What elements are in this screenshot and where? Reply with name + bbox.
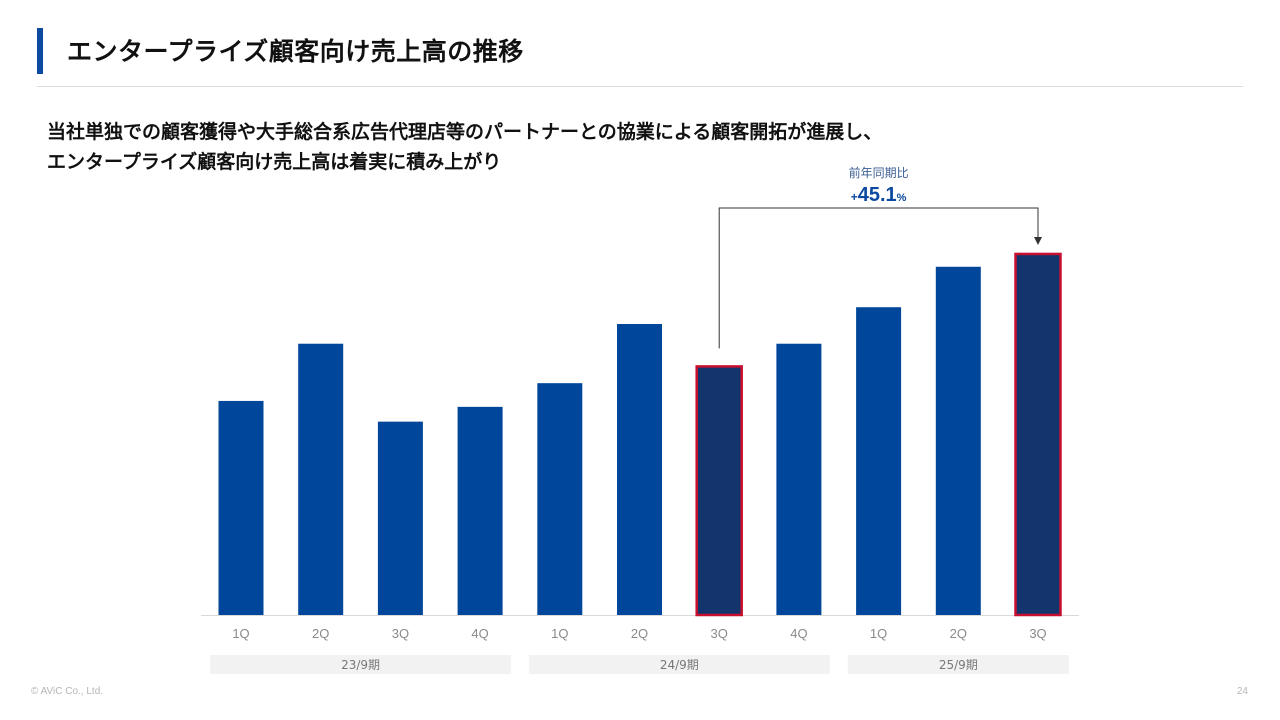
period-label: 25/9期 [939, 658, 978, 672]
bar [617, 323, 662, 615]
bar [218, 400, 264, 615]
x-tick-label: 2Q [631, 626, 648, 641]
bar-highlighted [695, 365, 743, 617]
x-tick-label: 1Q [551, 626, 568, 641]
yoy-caption: 前年同期比 [849, 165, 909, 180]
period-band [847, 655, 1069, 674]
bar [377, 421, 423, 615]
lead-text: 当社単独での顧客獲得や大手総合系広告代理店等のパートナーとの協業による顧客開拓が… [47, 117, 882, 177]
bar [935, 266, 981, 615]
yoy-value: +45.1% [851, 184, 907, 206]
title-divider [37, 86, 1243, 87]
lead-line-2: エンタープライズ顧客向け売上高は着実に積み上がり [47, 151, 502, 173]
slide-title: エンタープライズ顧客向け売上高の推移 [67, 37, 524, 66]
page-number: 24 [1236, 686, 1248, 697]
yoy-unit: % [897, 192, 907, 204]
x-tick-label: 2Q [312, 626, 329, 641]
yoy-number: 45.1 [858, 184, 897, 206]
bar-highlighted [1014, 252, 1062, 617]
copyright-footer: © AViC Co., Ltd. [31, 686, 104, 697]
bar [457, 406, 503, 615]
period-band [210, 655, 511, 674]
x-tick-label: 4Q [790, 626, 807, 641]
x-tick-label: 1Q [870, 626, 887, 641]
yoy-prefix: + [851, 190, 858, 204]
title-accent-bar [37, 28, 43, 74]
arrow-head-icon [1034, 236, 1042, 245]
x-tick-label: 3Q [1029, 626, 1046, 641]
period-label: 24/9期 [660, 658, 699, 672]
x-tick-label: 3Q [711, 626, 728, 641]
bar [776, 343, 822, 615]
x-tick-label: 4Q [471, 626, 488, 641]
bar [298, 343, 344, 615]
period-band [528, 655, 830, 674]
x-tick-label: 2Q [950, 626, 967, 641]
x-tick-label: 3Q [392, 626, 409, 641]
yoy-bracket-line [718, 207, 1039, 349]
lead-line-1: 当社単独での顧客獲得や大手総合系広告代理店等のパートナーとの協業による顧客開拓が… [47, 121, 883, 143]
x-tick-label: 1Q [232, 626, 249, 641]
period-label: 23/9期 [341, 658, 380, 672]
bar [856, 307, 902, 615]
bar [537, 383, 583, 615]
